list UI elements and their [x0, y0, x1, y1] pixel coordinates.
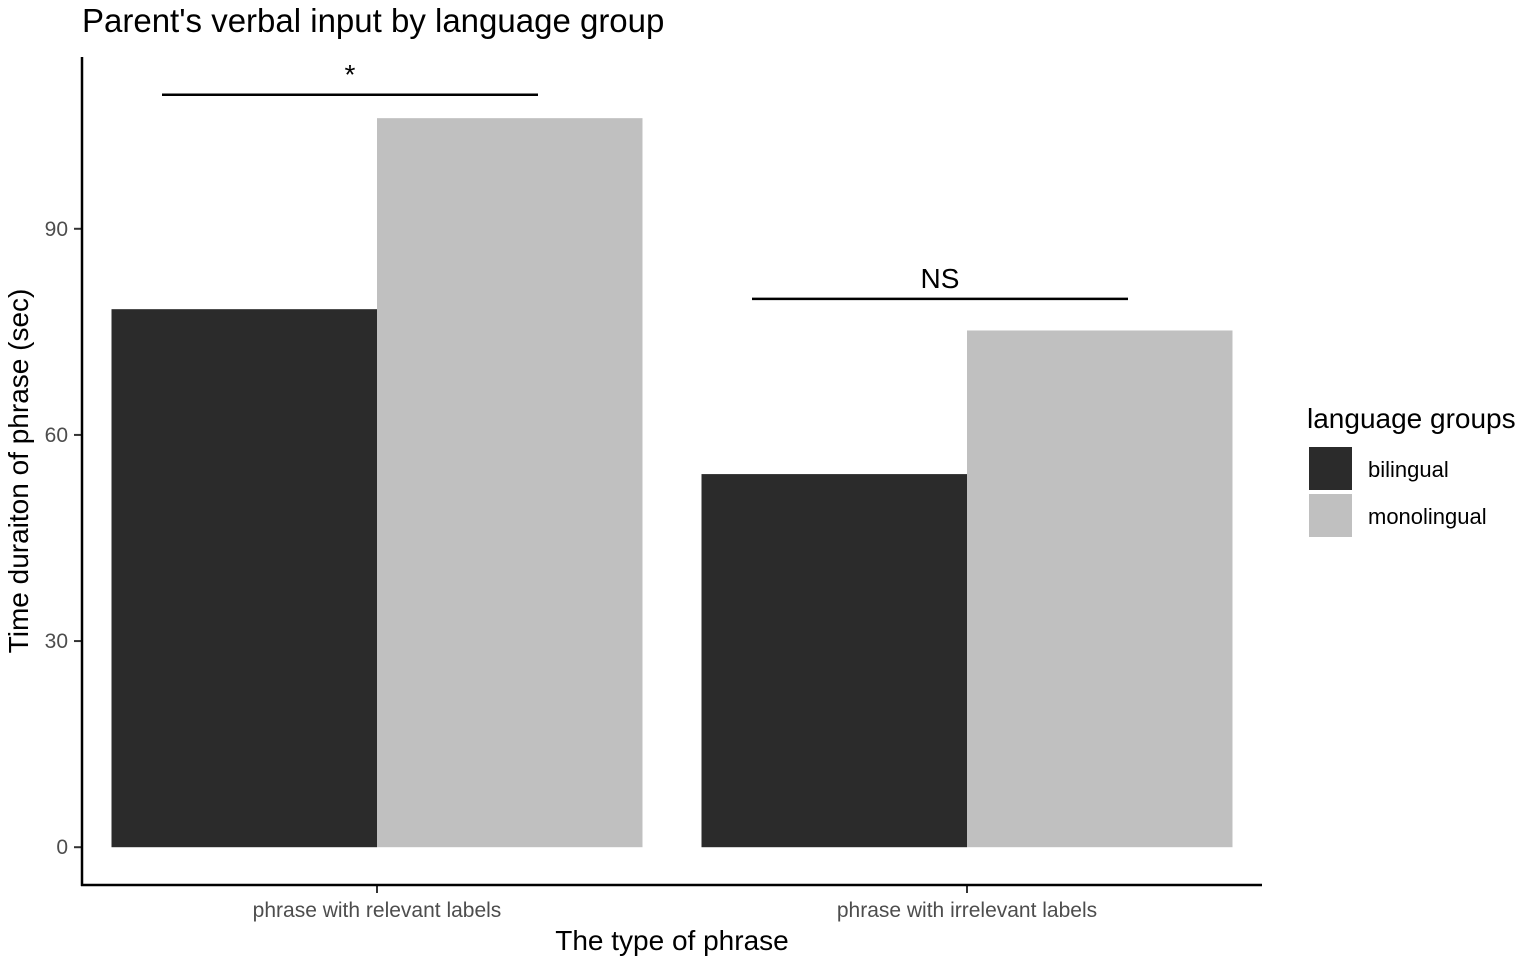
- plot-area: 0 30 60 90 phrase with relevant labels phrase…: [45, 59, 1233, 922]
- bar-bilingual-1: [111, 309, 377, 848]
- legend-items: bilingual monolingual: [1309, 447, 1487, 537]
- x-tick-label: phrase with relevant labels: [253, 899, 502, 922]
- chart-title: Parent's verbal input by language group: [82, 2, 664, 39]
- bar-bilingual-2: [701, 474, 967, 848]
- significance-label-1: *: [345, 59, 356, 90]
- y-tick-label: 60: [45, 424, 68, 447]
- bar-monolingual-1: [377, 118, 643, 848]
- y-axis-title: Time duraiton of phrase (sec): [3, 289, 34, 654]
- legend-key-monolingual: [1309, 494, 1352, 537]
- x-tick-label: phrase with irrelevant labels: [837, 899, 1097, 922]
- significance-label-2: NS: [921, 263, 960, 294]
- legend: language groups bilingual monolingual: [1307, 403, 1516, 537]
- legend-label-monolingual: monolingual: [1368, 504, 1487, 529]
- bar-monolingual-2: [967, 330, 1233, 848]
- legend-key-bilingual: [1309, 447, 1352, 490]
- y-tick-label: 30: [45, 630, 68, 653]
- y-tick-label: 0: [56, 836, 68, 859]
- y-tick-label: 90: [45, 218, 68, 241]
- legend-label-bilingual: bilingual: [1368, 457, 1449, 482]
- x-axis-title: The type of phrase: [555, 925, 788, 956]
- legend-title: language groups: [1307, 403, 1516, 434]
